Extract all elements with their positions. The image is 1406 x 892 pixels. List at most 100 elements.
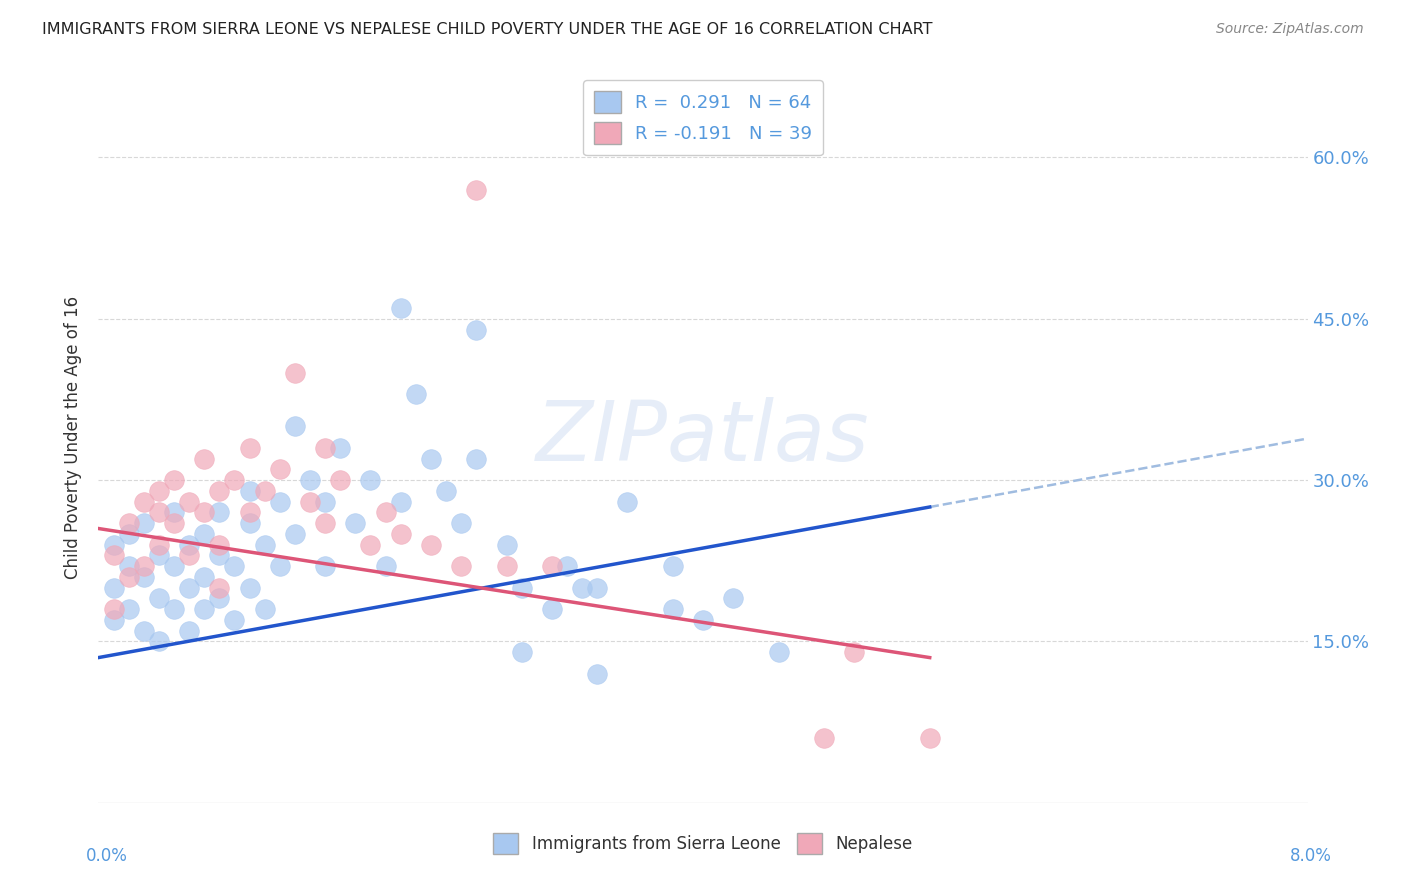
Point bbox=[571, 581, 593, 595]
Point bbox=[103, 538, 125, 552]
Point bbox=[661, 559, 683, 574]
Point bbox=[163, 516, 186, 530]
Point bbox=[918, 731, 941, 746]
Point bbox=[510, 645, 533, 659]
Point bbox=[224, 473, 246, 487]
Point bbox=[103, 602, 125, 616]
Point bbox=[132, 494, 155, 508]
Text: ZIPatlas: ZIPatlas bbox=[536, 397, 870, 477]
Text: 8.0%: 8.0% bbox=[1289, 847, 1331, 864]
Point bbox=[132, 516, 155, 530]
Text: Source: ZipAtlas.com: Source: ZipAtlas.com bbox=[1216, 22, 1364, 37]
Point bbox=[813, 731, 835, 746]
Point bbox=[193, 602, 215, 616]
Point bbox=[284, 366, 307, 380]
Point bbox=[148, 538, 170, 552]
Point bbox=[844, 645, 866, 659]
Point bbox=[374, 559, 396, 574]
Point bbox=[661, 602, 683, 616]
Point bbox=[118, 527, 141, 541]
Point bbox=[284, 527, 307, 541]
Y-axis label: Child Poverty Under the Age of 16: Child Poverty Under the Age of 16 bbox=[65, 295, 83, 579]
Point bbox=[118, 570, 141, 584]
Point bbox=[540, 559, 562, 574]
Point bbox=[163, 473, 186, 487]
Point bbox=[299, 494, 322, 508]
Point bbox=[389, 301, 412, 315]
Point bbox=[118, 516, 141, 530]
Point bbox=[118, 602, 141, 616]
Point bbox=[148, 549, 170, 563]
Point bbox=[179, 624, 201, 638]
Point bbox=[768, 645, 790, 659]
Point bbox=[314, 559, 336, 574]
Point bbox=[329, 473, 352, 487]
Point bbox=[224, 559, 246, 574]
Point bbox=[344, 516, 367, 530]
Point bbox=[208, 581, 231, 595]
Point bbox=[179, 494, 201, 508]
Point bbox=[450, 559, 472, 574]
Point bbox=[118, 559, 141, 574]
Point bbox=[163, 559, 186, 574]
Point bbox=[239, 441, 262, 455]
Point bbox=[723, 591, 745, 606]
Point bbox=[692, 613, 714, 627]
Point bbox=[208, 505, 231, 519]
Point bbox=[555, 559, 578, 574]
Point bbox=[103, 581, 125, 595]
Point bbox=[239, 516, 262, 530]
Point bbox=[132, 570, 155, 584]
Point bbox=[103, 613, 125, 627]
Point bbox=[586, 666, 609, 681]
Point bbox=[148, 634, 170, 648]
Point bbox=[193, 505, 215, 519]
Text: 0.0%: 0.0% bbox=[86, 847, 128, 864]
Point bbox=[132, 624, 155, 638]
Point bbox=[284, 419, 307, 434]
Point bbox=[148, 591, 170, 606]
Point bbox=[510, 581, 533, 595]
Point bbox=[269, 462, 291, 476]
Point bbox=[360, 473, 382, 487]
Point bbox=[616, 494, 638, 508]
Point bbox=[420, 538, 443, 552]
Point bbox=[208, 483, 231, 498]
Point bbox=[208, 538, 231, 552]
Point bbox=[495, 538, 517, 552]
Point bbox=[193, 570, 215, 584]
Point bbox=[208, 591, 231, 606]
Point bbox=[163, 602, 186, 616]
Point bbox=[450, 516, 472, 530]
Point bbox=[495, 559, 517, 574]
Point bbox=[132, 559, 155, 574]
Point bbox=[314, 494, 336, 508]
Point bbox=[253, 483, 276, 498]
Point bbox=[103, 549, 125, 563]
Point bbox=[148, 483, 170, 498]
Point bbox=[389, 527, 412, 541]
Point bbox=[420, 451, 443, 466]
Point bbox=[299, 473, 322, 487]
Point bbox=[465, 183, 488, 197]
Point bbox=[540, 602, 562, 616]
Point bbox=[253, 602, 276, 616]
Point bbox=[389, 494, 412, 508]
Point bbox=[239, 483, 262, 498]
Point bbox=[239, 581, 262, 595]
Point bbox=[586, 581, 609, 595]
Point bbox=[163, 505, 186, 519]
Point bbox=[224, 613, 246, 627]
Point bbox=[269, 559, 291, 574]
Point bbox=[239, 505, 262, 519]
Point bbox=[314, 441, 336, 455]
Point bbox=[179, 538, 201, 552]
Point bbox=[314, 516, 336, 530]
Point bbox=[269, 494, 291, 508]
Point bbox=[208, 549, 231, 563]
Point bbox=[405, 387, 427, 401]
Point bbox=[179, 549, 201, 563]
Point bbox=[148, 505, 170, 519]
Point bbox=[329, 441, 352, 455]
Point bbox=[465, 451, 488, 466]
